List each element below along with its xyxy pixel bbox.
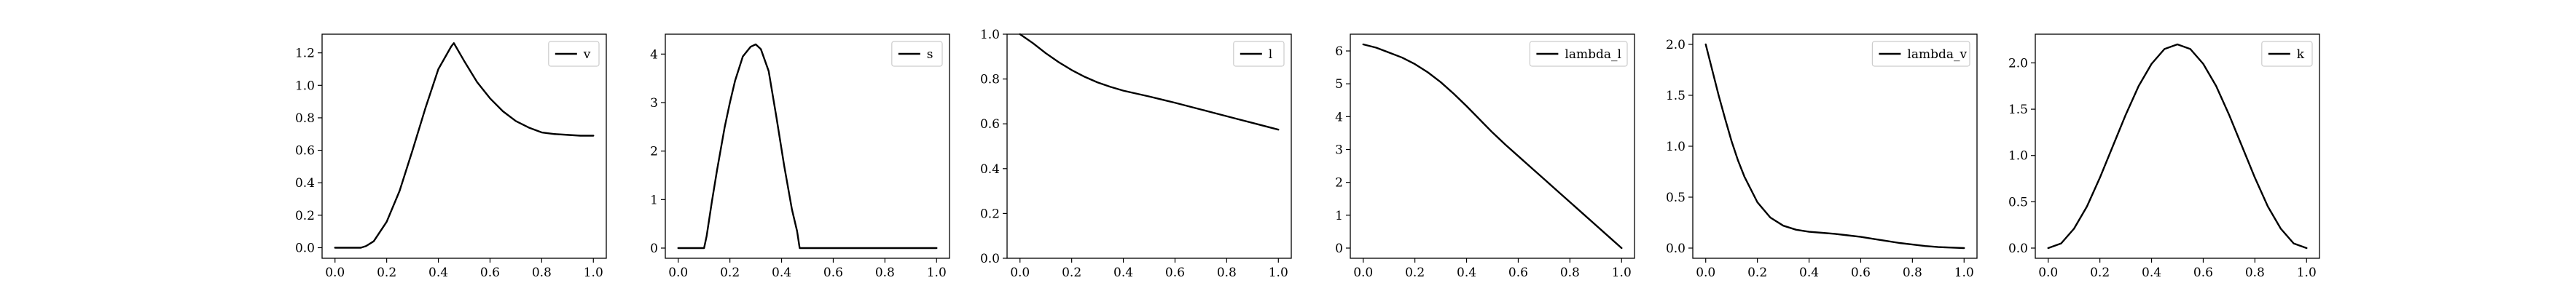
- x-tick-label: 0.0: [668, 266, 688, 280]
- y-tick-label: 0: [650, 242, 658, 256]
- x-tick-label: 1.0: [584, 266, 603, 280]
- y-tick-label: 2.0: [2008, 56, 2028, 71]
- y-tick-label: 1.0: [980, 28, 1000, 42]
- x-tick-label: 0.8: [2245, 266, 2265, 280]
- plot-frame: [2035, 33, 2320, 259]
- chart-panel-l: 0.0 0.2 0.4 0.6 0.8 1.0 0.0 0.2 0.4 0.6 0.8 1.0 l: [980, 28, 1292, 280]
- y-tick-label: 4: [650, 47, 658, 62]
- x-tick-label: 0.6: [1851, 266, 1871, 280]
- chart-panel-lambda_v: 0.0 0.2 0.4 0.6 0.8 1.0 0.0 0.5 1.0 1.5 2.0 lambda_…: [1666, 33, 1978, 280]
- legend: [1871, 41, 1970, 67]
- y-tick-label: 2: [650, 145, 658, 159]
- chart-panel-k: 0.0 0.2 0.4 0.6 0.8 1.0 0.0 0.5 1.0 1.5 2.0 k: [2008, 33, 2320, 280]
- plot-frame: [1350, 33, 1635, 259]
- x-tick-label: 0.0: [1353, 266, 1373, 280]
- x-tick-label: 0.4: [1799, 266, 1819, 280]
- y-tick-label: 3: [650, 96, 658, 111]
- x-tick-label: 0.0: [2038, 266, 2058, 280]
- y-tick-label: 4: [1335, 110, 1343, 124]
- x-tick-label: 0.2: [1747, 266, 1767, 280]
- x-tick-label: 0.4: [428, 266, 448, 280]
- y-tick-label: 1.0: [1666, 140, 1686, 154]
- x-tick-label: 0.4: [2142, 266, 2161, 280]
- x-tick-label: 1.0: [1612, 266, 1632, 280]
- y-tick-label: 0.8: [295, 111, 315, 126]
- legend-label: s: [927, 47, 933, 62]
- y-tick-label: 0.2: [295, 209, 315, 223]
- y-tick-label: 0.0: [1666, 242, 1686, 256]
- y-tick-label: 0.0: [980, 252, 1000, 266]
- x-tick-label: 1.0: [1954, 266, 1974, 280]
- plot-frame: [665, 33, 950, 259]
- chart-panel-lambda_l: 0.0 0.2 0.4 0.6 0.8 1.0 0 1 2 3 4 5 6 lambda_l: [1335, 33, 1635, 280]
- x-tick-label: 0.8: [1903, 266, 1922, 280]
- legend-label: v: [583, 47, 591, 62]
- y-tick-label: 0.6: [295, 144, 315, 159]
- y-tick-label: 1.5: [1666, 89, 1686, 103]
- y-tick-label: 1.0: [2008, 149, 2028, 164]
- x-tick-label: 1.0: [2297, 266, 2317, 280]
- y-tick-label: 1.2: [295, 47, 315, 61]
- x-tick-label: 0.8: [532, 266, 552, 280]
- y-tick-label: 2.0: [1666, 38, 1686, 52]
- x-tick-label: 0.4: [1113, 266, 1133, 280]
- legend-label: lambda_v: [1907, 47, 1967, 62]
- x-tick-label: 0.6: [480, 266, 500, 280]
- plot-frame: [1006, 33, 1292, 259]
- x-tick-label: 0.6: [823, 266, 843, 280]
- legend-label: k: [2297, 47, 2305, 62]
- x-tick-label: 0.2: [1062, 266, 1081, 280]
- y-tick-label: 0.2: [980, 207, 1000, 221]
- y-tick-label: 6: [1335, 44, 1343, 59]
- x-tick-label: 0.0: [325, 266, 345, 280]
- x-tick-label: 0.2: [1405, 266, 1425, 280]
- y-tick-label: 1: [650, 193, 658, 207]
- x-tick-label: 0.4: [772, 266, 791, 280]
- x-tick-label: 1.0: [1269, 266, 1288, 280]
- legend-label: l: [1269, 47, 1272, 62]
- x-tick-label: 0.4: [1457, 266, 1476, 280]
- x-tick-label: 0.8: [1560, 266, 1580, 280]
- x-tick-label: 0.8: [1217, 266, 1237, 280]
- series-line-k: [2047, 43, 2308, 250]
- x-tick-label: 0.0: [1010, 266, 1030, 280]
- y-tick-label: 0.0: [295, 241, 315, 255]
- y-tick-label: 1: [1335, 209, 1343, 223]
- y-tick-label: 0.8: [980, 73, 1000, 87]
- y-tick-label: 0.0: [2008, 242, 2028, 256]
- y-tick-label: 0.5: [1666, 191, 1686, 205]
- series-line-lambda_l: [1362, 43, 1623, 250]
- x-tick-label: 0.2: [2090, 266, 2110, 280]
- y-tick-label: 0.4: [295, 176, 315, 191]
- y-tick-label: 0.4: [980, 162, 1000, 177]
- x-tick-label: 0.6: [1508, 266, 1528, 280]
- y-tick-label: 5: [1335, 77, 1343, 92]
- y-tick-label: 0.6: [980, 117, 1000, 132]
- series-line-lambda_v: [1704, 43, 1965, 250]
- series-line-v: [334, 42, 595, 249]
- y-tick-label: 0: [1335, 242, 1343, 256]
- x-tick-label: 1.0: [927, 266, 947, 280]
- y-tick-label: 1.5: [2008, 103, 2028, 117]
- y-tick-label: 3: [1335, 143, 1343, 158]
- y-tick-label: 2: [1335, 176, 1343, 191]
- plot-frame: [1692, 33, 1978, 259]
- series-line-s: [677, 43, 938, 250]
- x-tick-label: 0.2: [720, 266, 740, 280]
- x-tick-label: 0.8: [875, 266, 895, 280]
- y-tick-label: 1.0: [295, 79, 315, 93]
- y-tick-label: 0.5: [2008, 195, 2028, 210]
- plot-frame: [321, 33, 607, 259]
- legend: [1529, 41, 1628, 67]
- x-tick-label: 0.6: [2193, 266, 2213, 280]
- chart-panel-v: 0.0 0.2 0.4 0.6 0.8 1.0 0.0 0.2 0.4 0.6 0.8 1.0 1.2 v: [295, 33, 607, 280]
- x-tick-label: 0.6: [1165, 266, 1185, 280]
- series-line-l: [1019, 33, 1280, 131]
- x-tick-label: 0.2: [377, 266, 396, 280]
- x-tick-label: 0.0: [1696, 266, 1715, 280]
- chart-panel-s: 0.0 0.2 0.4 0.6 0.8 1.0 0 1 2 3 4 s: [650, 33, 950, 280]
- legend-label: lambda_l: [1565, 47, 1621, 62]
